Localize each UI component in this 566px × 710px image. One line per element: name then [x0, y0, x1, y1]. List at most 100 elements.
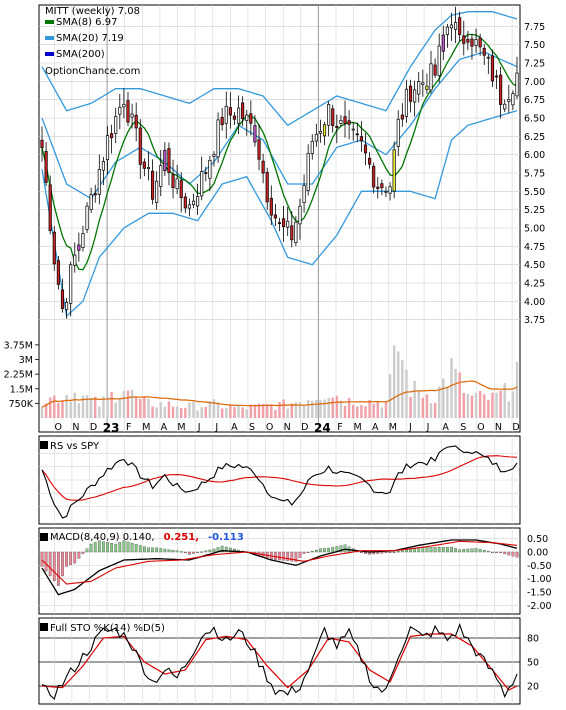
volume-bar	[175, 406, 179, 418]
price-y-tick-label: 5.75	[524, 169, 545, 180]
candle-body	[163, 149, 167, 172]
volume-bar	[327, 397, 330, 418]
candle-body	[212, 154, 216, 157]
macd-histogram-bar	[65, 551, 68, 567]
watermark: OptionChance.com	[45, 66, 140, 77]
macd-histogram-bar	[89, 543, 93, 553]
macd-histogram-bar	[208, 549, 212, 553]
volume-bar	[425, 394, 429, 418]
x-axis-month-label: O	[477, 422, 484, 433]
volume-bar	[212, 399, 216, 418]
legend: SMA(8) 6.97 SMA(20) 7.19 SMA(200)	[45, 17, 124, 60]
macd-histogram-bar	[310, 551, 314, 553]
volume-bar	[347, 397, 351, 418]
candle-body	[134, 114, 138, 129]
macd-y-tick-label: 0.50	[527, 534, 548, 545]
price-y-tick-label: 5.00	[524, 224, 545, 235]
legend-swatch-sma200	[45, 52, 54, 56]
macd-histogram-bar	[228, 547, 232, 553]
volume-bar	[356, 406, 359, 418]
candle-body	[388, 186, 392, 194]
macd-histogram-bar	[446, 547, 449, 553]
legend-swatch-sma8	[45, 20, 54, 24]
x-axis-month-label: F	[126, 422, 131, 433]
volume-bar	[290, 403, 294, 418]
macd-histogram-bar	[314, 549, 318, 553]
macd-histogram-bar	[73, 551, 77, 564]
candle-body	[110, 133, 114, 139]
x-axis-month-label: A	[442, 422, 449, 433]
macd-y-ticks: 0.50 0.00 -0.50 -1.00 -1.50 -2.00	[527, 534, 552, 612]
x-axis-month-label: J	[426, 422, 430, 433]
candle-body	[167, 148, 171, 173]
candle-body	[97, 169, 101, 195]
price-panel: 7.75 7.50 7.25 7.00 6.75 6.50 6.25 6.00 5.75 5.50…	[4, 4, 545, 433]
macd-histogram-bar	[474, 548, 478, 553]
candle-body	[302, 185, 306, 203]
volume-bar	[311, 400, 314, 418]
macd-histogram-bar	[515, 551, 519, 558]
candle-body	[40, 139, 44, 148]
macd-histogram-bar	[392, 551, 396, 553]
volume-bar	[405, 369, 408, 418]
volume-bar	[384, 401, 388, 418]
candle-body	[273, 214, 277, 219]
volume-bar	[319, 400, 322, 418]
volume-bar	[433, 402, 437, 418]
macd-histogram-bar	[61, 551, 64, 577]
bollinger-lower-line	[41, 110, 518, 318]
volume-bar	[511, 391, 515, 418]
volume-bar	[151, 406, 154, 418]
candle-body	[101, 161, 105, 171]
volume-grid	[35, 344, 39, 404]
x-axis-month-label: S	[249, 422, 255, 433]
macd-histogram-bar	[134, 544, 138, 553]
volume-bar	[470, 395, 474, 418]
candle-body	[191, 200, 196, 206]
volume-bar	[77, 403, 81, 418]
candle-body	[474, 39, 478, 46]
candle-body	[417, 81, 421, 95]
candle-body	[146, 167, 151, 170]
volume-bar	[478, 390, 482, 418]
macd-histogram-bar	[224, 546, 228, 553]
candle-body	[282, 218, 286, 228]
candle-body	[159, 165, 163, 187]
macd-histogram-bar	[286, 551, 290, 561]
macd-histogram-bar	[466, 548, 470, 553]
macd-histogram-bar	[159, 548, 163, 553]
stochastic-panel: 80 50 20 Full STO %K(14) %D(5)	[38, 617, 539, 705]
price-y-tick-label: 7.50	[524, 40, 545, 51]
macd-histogram-bar	[175, 550, 179, 553]
legend-swatch-sma20	[45, 36, 54, 40]
candle-body	[187, 204, 191, 209]
candle-body	[228, 107, 232, 116]
volume-bar	[220, 408, 224, 418]
volume-bar	[61, 399, 64, 418]
volume-bar	[265, 404, 269, 418]
x-axis-month-label: D	[90, 422, 97, 433]
volume-bar	[114, 402, 117, 418]
volume-bar	[270, 404, 273, 418]
volume-bar	[126, 390, 130, 418]
macd-histogram-bar	[433, 547, 437, 553]
volume-bar	[122, 391, 126, 418]
candle-body	[515, 72, 519, 97]
candle-body	[318, 131, 323, 134]
macd-histogram-bar	[425, 547, 429, 553]
candle-body	[204, 172, 208, 174]
macd-histogram-bar	[458, 549, 462, 553]
macd-histogram-bar	[511, 551, 515, 557]
candle-body	[60, 289, 65, 309]
macd-legend-swatch	[40, 533, 48, 541]
price-y-tick-label: 5.25	[524, 205, 545, 216]
x-axis-month-label: D	[512, 422, 519, 433]
volume-bar	[134, 397, 138, 418]
volume-bar	[372, 403, 375, 418]
volume-bar	[163, 406, 167, 418]
candle-body	[445, 26, 449, 35]
volume-bar	[196, 410, 199, 418]
macd-histogram-bar	[282, 551, 285, 561]
volume-bar	[106, 395, 109, 418]
